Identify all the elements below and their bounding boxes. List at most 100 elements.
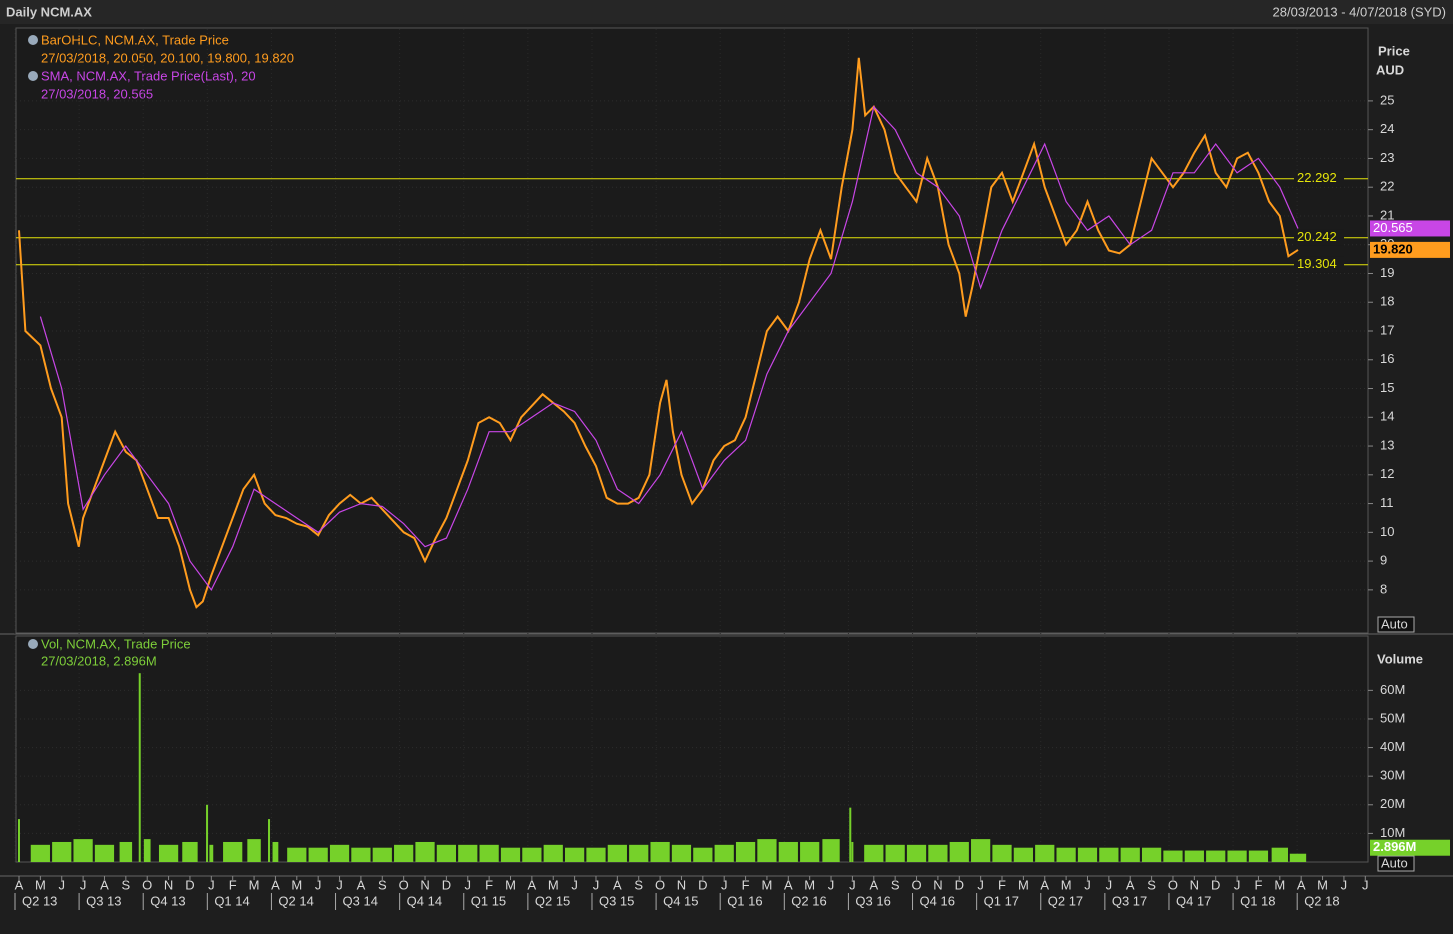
volume-bar: [394, 844, 414, 862]
y-tick-label: 18: [1380, 294, 1394, 309]
x-tick-label: J: [1362, 877, 1369, 892]
auto-button-label[interactable]: Auto: [1381, 616, 1408, 631]
x-tick-label: N: [677, 877, 686, 892]
volume-bar: [458, 844, 478, 862]
y-tick-label: 24: [1380, 121, 1394, 136]
x-tick-label: S: [634, 877, 643, 892]
last-value-tag: [1370, 241, 1450, 258]
volume-bar: [119, 841, 133, 862]
x-tick-label: A: [357, 877, 366, 892]
level-label: 19.304: [1297, 256, 1337, 271]
volume-bar: [1248, 850, 1269, 862]
quarter-label: Q2 18: [1304, 893, 1339, 908]
last-value-label: 19.820: [1373, 241, 1413, 256]
x-tick-label: O: [399, 877, 409, 892]
last-value-label: 20.565: [1373, 220, 1413, 235]
volume-bar: [971, 839, 991, 862]
volume-bar: [800, 841, 820, 862]
x-tick-label: O: [911, 877, 921, 892]
x-tick-label: D: [955, 877, 964, 892]
x-tick-label: S: [891, 877, 900, 892]
volume-bar: [564, 847, 585, 862]
volume-bar: [1077, 847, 1098, 862]
x-tick-label: M: [1018, 877, 1029, 892]
x-tick-label: J: [828, 877, 835, 892]
volume-bar: [209, 844, 214, 862]
x-tick-label: D: [442, 877, 451, 892]
y-tick-label: 9: [1380, 553, 1387, 568]
x-tick-label: N: [164, 877, 173, 892]
header-bar: [0, 0, 1453, 24]
level-label: 20.242: [1297, 229, 1337, 244]
x-tick-label: J: [1084, 877, 1091, 892]
x-tick-label: F: [998, 877, 1006, 892]
x-tick-label: O: [1168, 877, 1178, 892]
y-tick-label: 13: [1380, 437, 1394, 452]
legend-icon[interactable]: [28, 71, 38, 81]
volume-bar: [436, 844, 457, 862]
auto-button[interactable]: [1377, 616, 1415, 633]
x-tick-label: S: [378, 877, 387, 892]
x-tick-label: M: [291, 877, 302, 892]
y-tick-label: 19: [1380, 265, 1394, 280]
volume-bar: [1227, 850, 1247, 862]
volume-bar: [849, 807, 852, 862]
x-tick-label: M: [1061, 877, 1072, 892]
y-tick-label: 20M: [1380, 796, 1405, 811]
x-tick-label: J: [571, 877, 578, 892]
x-tick-label: F: [1254, 877, 1262, 892]
volume-bar: [1184, 850, 1204, 862]
volume-bar: [586, 847, 606, 862]
quarter-label: Q3 17: [1112, 893, 1147, 908]
legend-icon[interactable]: [28, 639, 38, 649]
volume-bar: [351, 847, 371, 862]
quarter-label: Q4 15: [663, 893, 698, 908]
legend-entry: BarOHLC, NCM.AX, Trade Price: [41, 32, 229, 47]
volume-bar: [906, 844, 927, 862]
volume-bar: [206, 804, 209, 862]
x-tick-label: J: [849, 877, 856, 892]
x-tick-label: J: [80, 877, 87, 892]
chart-title: Daily NCM.AX: [6, 4, 92, 19]
volume-bar: [778, 841, 798, 862]
x-tick-label: J: [465, 877, 472, 892]
auto-button-label[interactable]: Auto: [1381, 855, 1408, 870]
x-tick-label: J: [336, 877, 343, 892]
legend-entry: SMA, NCM.AX, Trade Price(Last), 20: [41, 68, 256, 83]
x-tick-label: F: [229, 877, 237, 892]
y-tick-label: 60M: [1380, 682, 1405, 697]
x-tick-label: A: [784, 877, 793, 892]
y-tick-label: 11: [1380, 495, 1394, 510]
last-value-label: 2.896M: [1373, 839, 1416, 854]
x-tick-label: M: [249, 877, 260, 892]
y-tick-label: 40M: [1380, 739, 1405, 754]
volume-bar: [992, 844, 1012, 862]
volume-bar: [500, 847, 521, 862]
volume-bar: [372, 847, 392, 862]
volume-bar: [479, 844, 499, 862]
last-value-tag: [1370, 220, 1450, 237]
auto-button[interactable]: [1377, 855, 1415, 872]
volume-bar: [757, 839, 777, 862]
volume-bar: [1099, 847, 1119, 862]
volume-bar: [223, 841, 243, 862]
legend-icon[interactable]: [28, 35, 38, 45]
y-tick-label: 22: [1380, 179, 1394, 194]
x-tick-label: J: [1106, 877, 1113, 892]
x-tick-label: O: [655, 877, 665, 892]
volume-bar: [1271, 847, 1288, 862]
x-tick-label: N: [933, 877, 942, 892]
x-tick-label: M: [1274, 877, 1285, 892]
x-tick-label: S: [1147, 877, 1156, 892]
y-tick-label: 50M: [1380, 710, 1405, 725]
x-tick-label: J: [208, 877, 215, 892]
x-tick-label: A: [1126, 877, 1135, 892]
volume-bar: [885, 844, 905, 862]
x-tick-label: M: [762, 877, 773, 892]
x-tick-label: A: [613, 877, 622, 892]
volume-bar: [308, 847, 328, 862]
x-tick-label: J: [593, 877, 600, 892]
quarter-label: Q2 13: [22, 893, 57, 908]
x-tick-label: J: [1341, 877, 1348, 892]
